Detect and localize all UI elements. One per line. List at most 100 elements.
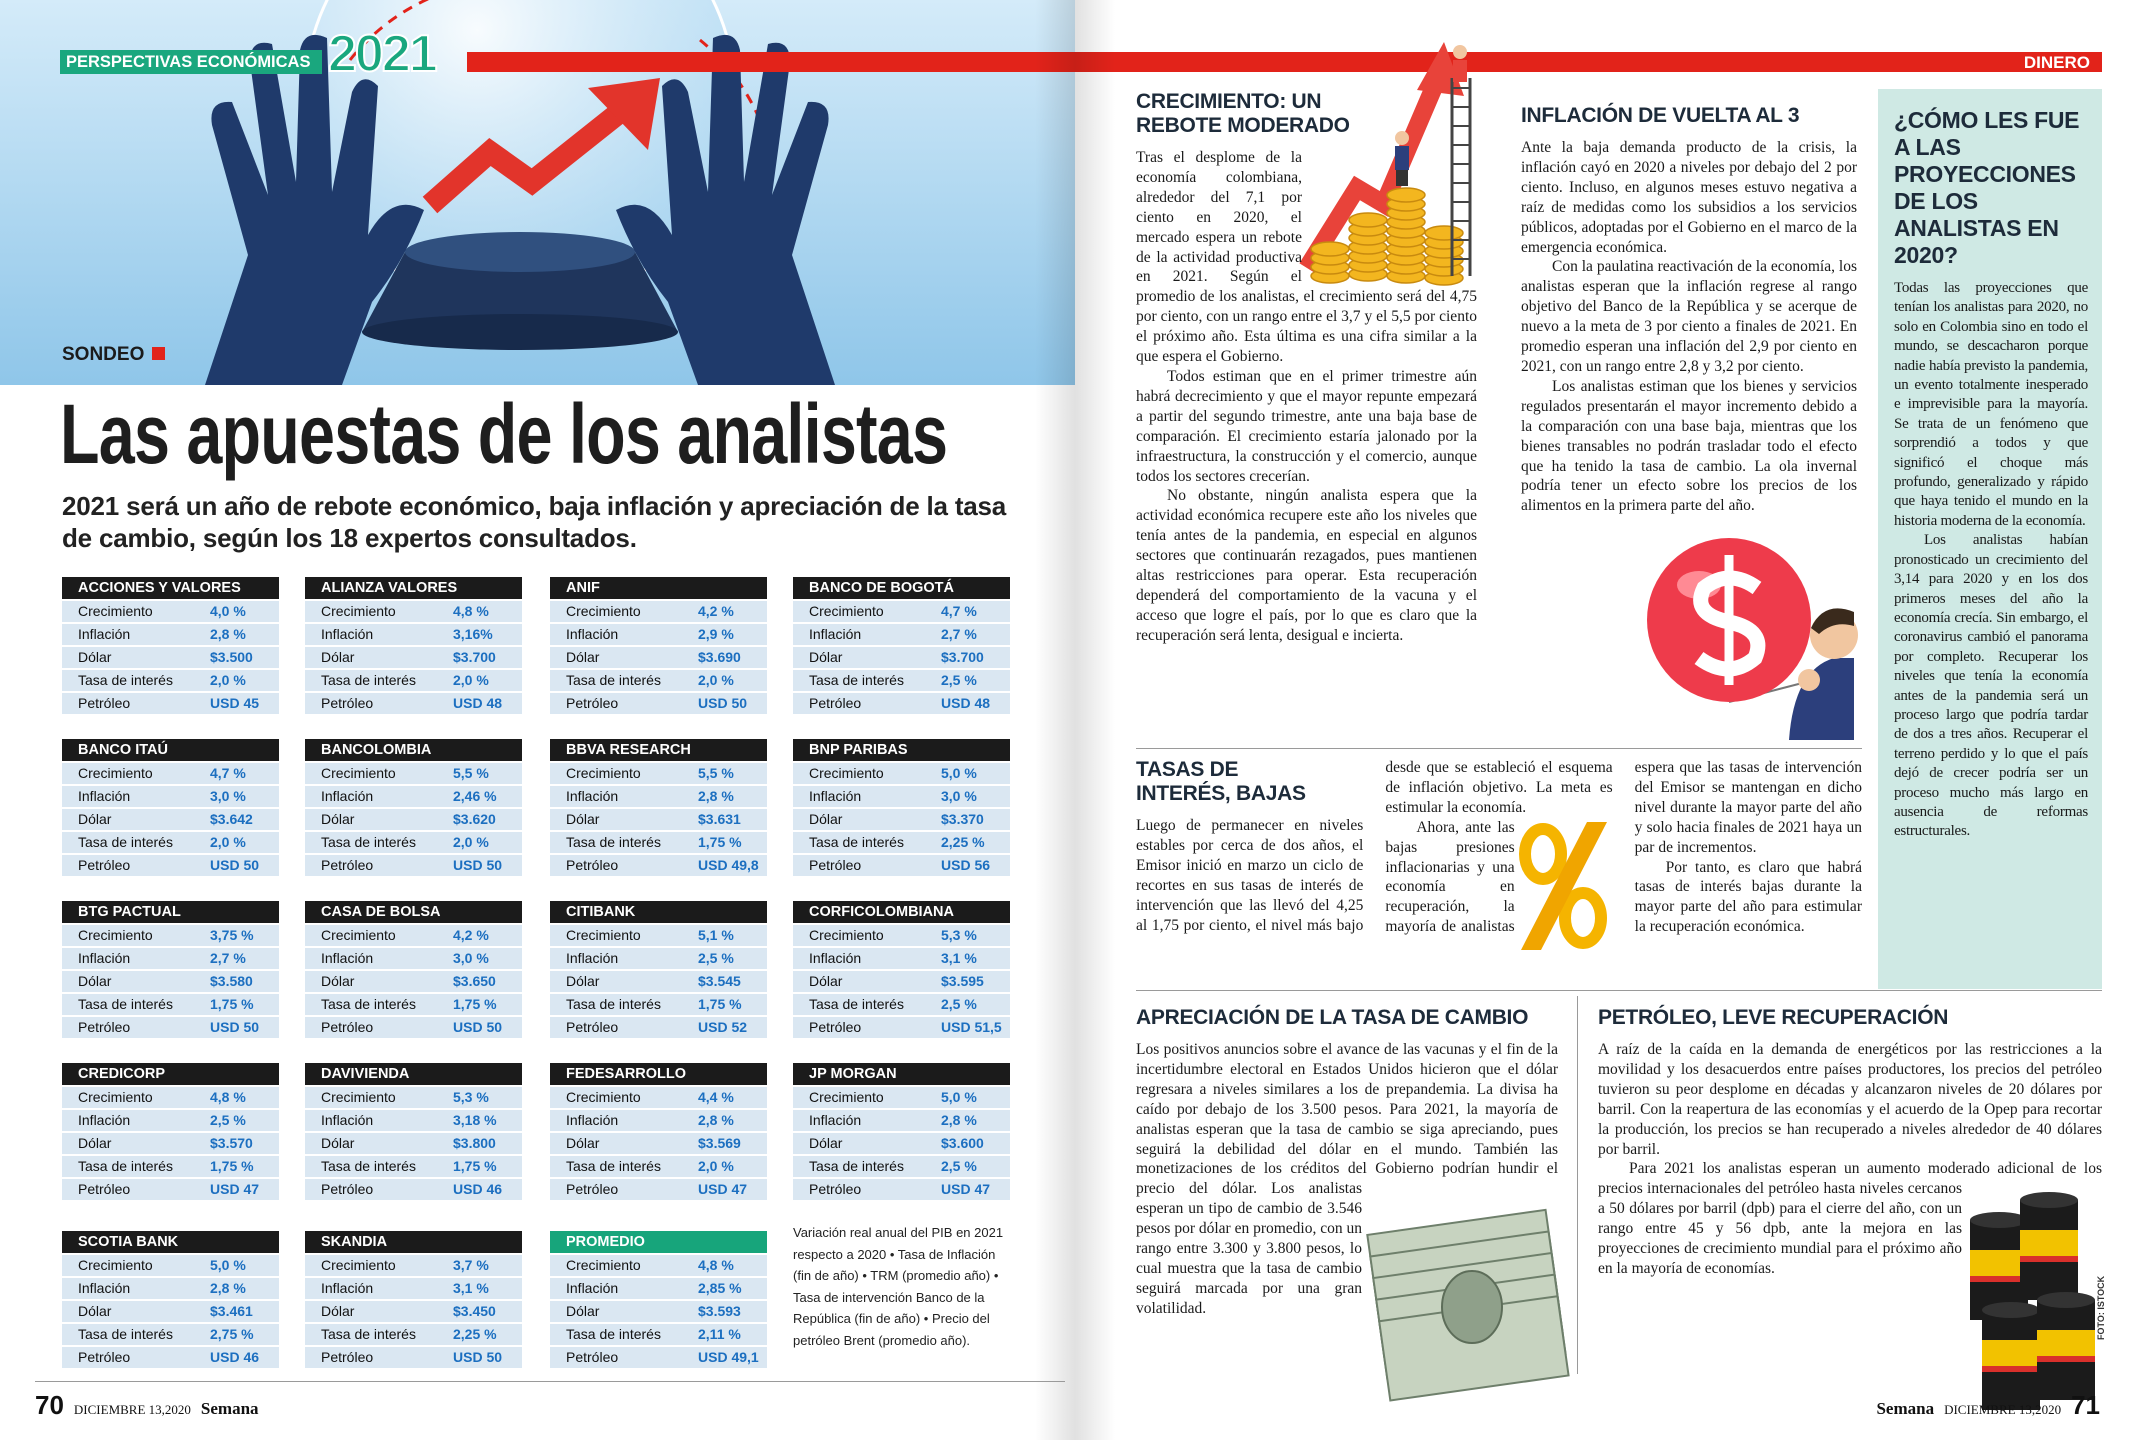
hand	[205, 34, 424, 385]
section-heading: ¿CÓMO LES FUE A LAS PROYECCIONES DE LOS …	[1894, 107, 2080, 268]
row-value: USD 48	[941, 695, 991, 711]
row-value: USD 46	[453, 1181, 503, 1197]
row-label: Crecimiento	[321, 765, 396, 781]
article: INFLACIÓN DE VUELTA AL 3 Ante la baja de…	[1521, 104, 1858, 742]
row-value: $3.461	[210, 1303, 253, 1319]
row-label: Tasa de interés	[566, 996, 661, 1012]
row-label: Tasa de interés	[809, 1158, 904, 1174]
table-row: Petróleo USD 49,8	[550, 855, 767, 876]
illustration	[1629, 530, 1858, 742]
row-value: $3.500	[210, 649, 253, 665]
row-value: USD 45	[210, 695, 260, 711]
graphic	[2020, 1192, 2078, 1208]
row-value: $3.642	[210, 811, 253, 827]
row-value: 5,5 %	[698, 765, 734, 781]
row-label: Dólar	[566, 649, 600, 665]
table-row: Tasa de interés 1,75 %	[305, 994, 522, 1015]
table-row: Petróleo USD 48	[305, 693, 522, 714]
table-row: Dólar $3.569	[550, 1133, 767, 1154]
table-row: Inflación 2,7 %	[62, 948, 279, 969]
row-value: USD 49,8	[698, 857, 759, 873]
row-value: 2,11 %	[698, 1326, 741, 1342]
row-value: 2,25 %	[941, 834, 985, 850]
row-value: $3.545	[698, 973, 741, 989]
row-value: 4,8 %	[698, 1257, 734, 1273]
table-row: Dólar $3.690	[550, 647, 767, 668]
row-value: 2,0 %	[210, 672, 246, 688]
table-row: Tasa de interés 2,75 %	[62, 1324, 279, 1345]
forecast-table: CREDICORP Crecimiento 4,8 % Inflación 2,5 % D…	[62, 1063, 279, 1202]
row-label: Inflación	[809, 950, 862, 966]
row-value: 5,0 %	[941, 1089, 977, 1105]
row-value: $3.570	[210, 1135, 253, 1151]
forecast-table: FEDESARROLLO Crecimiento 4,4 % Inflación 2,8…	[550, 1063, 767, 1202]
article: PETRÓLEO, LEVE RECUPERACIÓN A raíz de la…	[1598, 1006, 2102, 1410]
trend-arrow	[588, 78, 660, 150]
row-value: $3.450	[453, 1303, 496, 1319]
table-row: Crecimiento 3,7 %	[305, 1255, 522, 1276]
table-row: Petróleo USD 46	[305, 1179, 522, 1200]
table-row: Petróleo USD 47	[793, 1179, 1010, 1200]
row-label: Tasa de interés	[78, 672, 173, 688]
table-note: Variación real anual del PIB en 2021 res…	[793, 1225, 1004, 1348]
graphic	[2020, 1256, 2078, 1262]
row-value: 2,5 %	[941, 996, 977, 1012]
row-value: 2,0 %	[698, 1158, 734, 1174]
table-row: Crecimiento 5,5 %	[550, 763, 767, 784]
table-row: Tasa de interés 1,75 %	[550, 994, 767, 1015]
row-value: USD 49,1	[698, 1349, 759, 1365]
graphic	[1982, 1302, 2040, 1318]
row-label: Inflación	[78, 1112, 131, 1128]
row-value: 3,7 %	[453, 1257, 489, 1273]
row-label: Inflación	[78, 950, 131, 966]
row-label: Crecimiento	[809, 1089, 884, 1105]
row-label: Crecimiento	[321, 1257, 396, 1273]
row-label: Petróleo	[78, 1019, 131, 1035]
row-value: 2,5 %	[210, 1112, 246, 1128]
row-label: Dólar	[566, 1303, 600, 1319]
table-row: Petróleo USD 49,1	[550, 1347, 767, 1368]
row-value: 4,4 %	[698, 1089, 734, 1105]
table-row: Crecimiento 5,3 %	[793, 925, 1010, 946]
row-label: Crecimiento	[566, 765, 641, 781]
forecast-table: BTG PACTUAL Crecimiento 3,75 % Inflación 2,7…	[62, 901, 279, 1040]
row-value: USD 47	[941, 1181, 991, 1197]
row-label: Petróleo	[809, 857, 862, 873]
section-heading: CRECIMIENTO: UN REBOTE MODERADO	[1136, 90, 1350, 137]
row-value: $3.631	[698, 811, 741, 827]
table-row: Tasa de interés 2,5 %	[793, 670, 1010, 691]
paragraph: Tras el desplome de la economía colombia…	[1136, 149, 1477, 366]
table-row: Dólar $3.593	[550, 1301, 767, 1322]
graphic	[1970, 1212, 2028, 1228]
table-row: Dólar $3.620	[305, 809, 522, 830]
table-row: Petróleo USD 47	[62, 1179, 279, 1200]
row-value: 2,25 %	[453, 1326, 497, 1342]
row-label: Crecimiento	[321, 1089, 396, 1105]
table-row: Crecimiento 3,75 %	[62, 925, 279, 946]
row-value: 4,0 %	[210, 603, 246, 619]
row-label: Tasa de interés	[78, 1326, 173, 1342]
row-label: Crecimiento	[78, 927, 153, 943]
row-value: 3,18 %	[453, 1112, 497, 1128]
row-value: 2,0 %	[453, 834, 489, 850]
forecast-table: BBVA RESEARCH Crecimiento 5,5 % Inflación 2,…	[550, 739, 767, 878]
table-row: Tasa de interés 2,0 %	[62, 670, 279, 691]
rule	[35, 1381, 1065, 1382]
row-label: Dólar	[78, 973, 112, 989]
table-row: Tasa de interés 2,0 %	[305, 832, 522, 853]
table-header: ANIF	[550, 577, 767, 599]
row-label: Dólar	[321, 811, 355, 827]
table-row: Crecimiento 5,0 %	[62, 1255, 279, 1276]
row-label: Tasa de interés	[321, 996, 416, 1012]
row-value: 5,1 %	[698, 927, 734, 943]
table-row: Crecimiento 4,0 %	[62, 601, 279, 622]
brand: Semana	[1876, 1399, 1935, 1418]
row-value: 1,75 %	[453, 1158, 497, 1174]
row-value: 5,3 %	[941, 927, 977, 943]
paragraph: Los analistas estiman que los bienes y s…	[1521, 377, 1857, 515]
row-label: Inflación	[321, 788, 374, 804]
graphic	[1520, 821, 1607, 950]
row-value: USD 47	[210, 1181, 260, 1197]
forecast-table: CORFICOLOMBIANA Crecimiento 5,3 % Inflación…	[793, 901, 1010, 1040]
table-row: Crecimiento 4,4 %	[550, 1087, 767, 1108]
